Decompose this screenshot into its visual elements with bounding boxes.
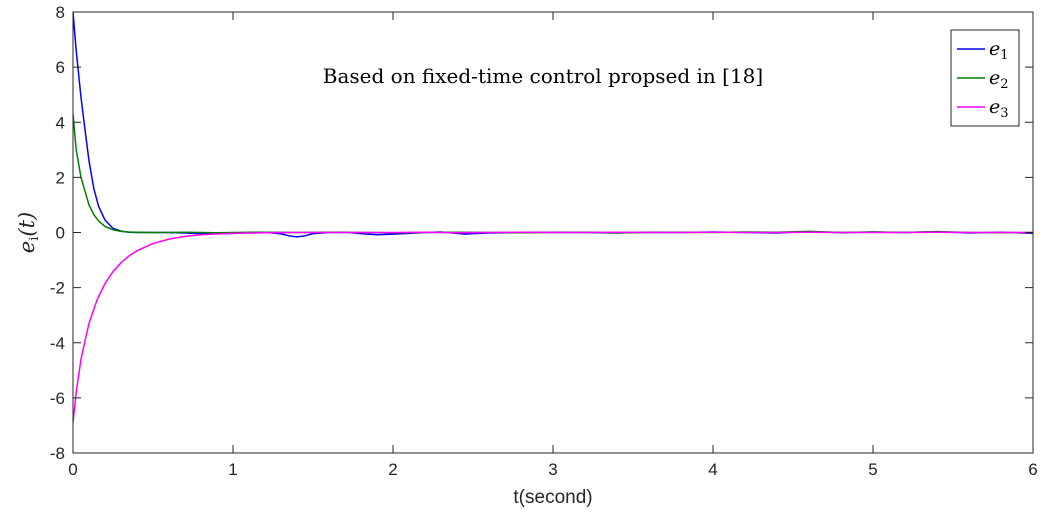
x-tick-label: 0 (68, 460, 77, 479)
x-tick-label: 1 (228, 460, 237, 479)
chart-annotation: Based on fixed-time control propsed in [… (323, 64, 763, 88)
legend-label-subscript: 3 (1000, 106, 1008, 121)
series-line-e1 (73, 12, 1033, 238)
series-layer (73, 12, 1033, 423)
y-tick-label: 2 (56, 168, 65, 187)
series-line-e3 (73, 231, 1033, 423)
legend-label-symbol: e (989, 67, 1000, 89)
y-tick-label: 8 (56, 3, 65, 22)
legend-label-symbol: e (989, 96, 1000, 118)
y-tick-label: 4 (56, 113, 65, 132)
x-axis-label: t(second) (513, 487, 592, 508)
legend-label-symbol: e (989, 38, 1000, 60)
x-tick-label: 4 (708, 460, 717, 479)
y-axis-label-subscript: i (27, 237, 42, 241)
x-tick-label: 3 (548, 460, 557, 479)
x-tick-label: 6 (1028, 460, 1037, 479)
legend-label-e1: e1 (989, 38, 1009, 63)
y-tick-label: 6 (56, 58, 65, 77)
y-axis-label-suffix: (t) (15, 212, 39, 237)
series-line-e2 (73, 113, 1033, 234)
y-tick-label: -8 (50, 444, 65, 463)
x-tick-label: 5 (868, 460, 877, 479)
legend-label-e2: e2 (989, 67, 1009, 92)
y-axis-label-symbol: e (15, 241, 39, 253)
legend-label-subscript: 1 (1000, 48, 1008, 63)
y-tick-label: -4 (50, 334, 65, 353)
legend-label-subscript: 2 (1000, 77, 1008, 92)
y-axis-label: ei(t) (15, 212, 42, 253)
y-tick-label: -2 (50, 279, 65, 298)
x-tick-label: 2 (388, 460, 397, 479)
legend-label-e3: e3 (989, 96, 1009, 121)
ticks-layer: 0 1 2 3 4 5 6 -8 -6 -4 -2 0 2 4 6 8 (50, 3, 1038, 479)
y-tick-label: -6 (50, 389, 65, 408)
y-tick-label: 0 (56, 224, 65, 243)
